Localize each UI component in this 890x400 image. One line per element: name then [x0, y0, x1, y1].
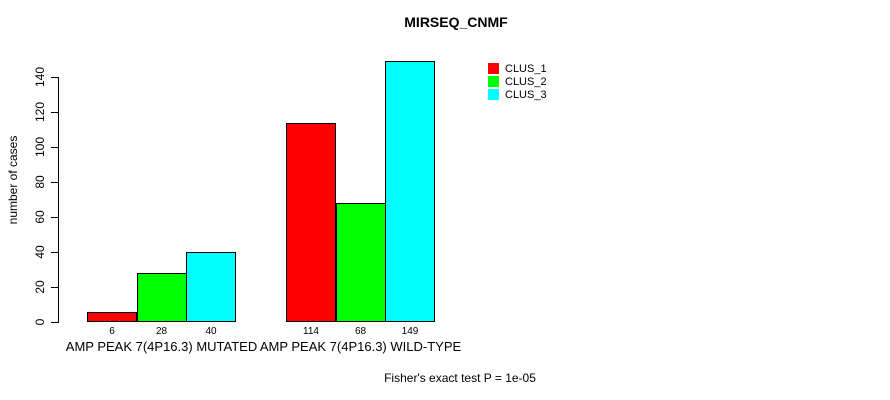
x-axis-group-label: AMP PEAK 7(4P16.3) WILD-TYPE — [259, 339, 462, 354]
legend-item-clus_2: CLUS_2 — [488, 75, 547, 88]
y-axis-tick-label: 120 — [33, 101, 47, 123]
chart-title: MIRSEQ_CNMF — [404, 14, 508, 30]
bar-clus_3-group2 — [385, 61, 435, 322]
y-axis-tick — [51, 112, 58, 113]
y-axis-tick-label: 20 — [33, 280, 47, 294]
legend-label: CLUS_1 — [505, 62, 547, 75]
y-axis-tick-label: 140 — [33, 66, 47, 88]
x-axis-group-label: AMP PEAK 7(4P16.3) MUTATED — [65, 339, 258, 354]
bar-value-label: 149 — [401, 326, 419, 337]
bar-value-label: 114 — [303, 326, 319, 337]
legend-item-clus_3: CLUS_3 — [488, 88, 547, 101]
y-axis-tick — [51, 217, 58, 218]
bar-value-label: 28 — [155, 326, 168, 337]
bar-clus_2-group2 — [335, 203, 386, 322]
legend-swatch-icon — [488, 63, 499, 74]
legend-swatch-icon — [488, 89, 499, 100]
legend-item-clus_1: CLUS_1 — [488, 62, 547, 75]
y-axis-tick-label: 100 — [33, 136, 47, 158]
bar-clus_2-group1 — [136, 273, 187, 322]
y-axis-tick — [51, 182, 58, 183]
bar-clus_3-group1 — [186, 252, 236, 322]
bar-value-label: 68 — [354, 326, 367, 337]
footer-caption: Fisher's exact test P = 1e-05 — [384, 371, 536, 385]
bar-value-label: 40 — [205, 326, 217, 337]
y-axis-tick — [51, 147, 58, 148]
legend-label: CLUS_2 — [505, 75, 547, 88]
y-axis-tick-label: 40 — [33, 245, 47, 259]
bar-clus_1-group2 — [286, 122, 336, 322]
y-axis-tick — [51, 322, 58, 323]
y-axis-tick — [51, 287, 58, 288]
y-axis-tick-label: 0 — [33, 318, 47, 326]
legend-label: CLUS_3 — [505, 88, 547, 101]
bar-clus_1-group1 — [87, 311, 137, 322]
y-axis-line — [58, 77, 59, 323]
y-axis-tick — [51, 77, 58, 78]
legend: CLUS_1 CLUS_2 CLUS_3 — [488, 62, 547, 101]
bar-value-label: 6 — [109, 326, 115, 337]
legend-swatch-icon — [488, 76, 499, 87]
y-axis-label: number of cases — [6, 135, 20, 225]
y-axis-tick-label: 60 — [33, 210, 47, 224]
y-axis-tick-label: 80 — [33, 175, 47, 189]
y-axis-tick — [51, 252, 58, 253]
